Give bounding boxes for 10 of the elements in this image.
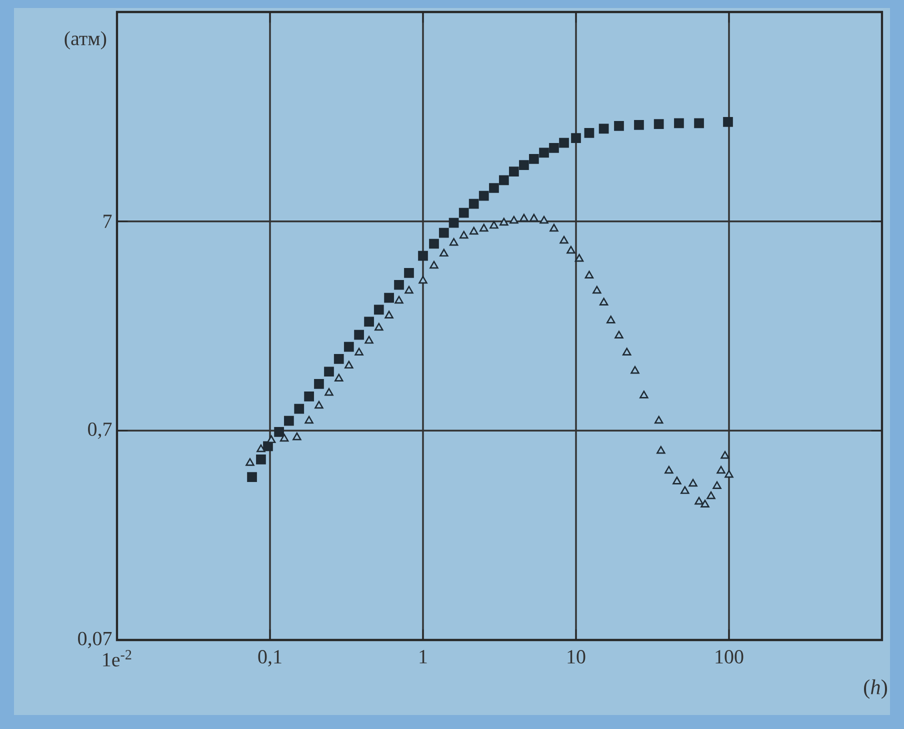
x-tick-label: 0,1: [258, 650, 282, 666]
x-tick-label: 1e$^{-2}$: [103, 650, 132, 666]
x-tick-label: 100: [716, 650, 744, 664]
x-tick-label: 10: [568, 650, 586, 664]
y-axis-title: (атм): [64, 31, 106, 50]
y-tick-label: 0,7: [88, 422, 112, 439]
y-tick-label: 7: [104, 214, 112, 228]
y-tick-label: 0,07: [78, 632, 112, 648]
x-axis-title: (h): [864, 679, 888, 699]
x-tick-label: 1: [420, 650, 427, 664]
